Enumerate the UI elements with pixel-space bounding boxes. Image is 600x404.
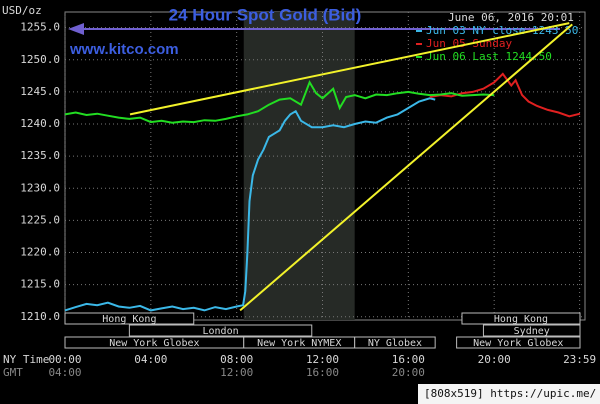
y-tick-label: 1220.0 [20,246,60,259]
x2-tick-label: 04:00 [48,366,81,379]
trend-line [129,22,570,116]
y-tick-label: 1255.0 [20,21,60,34]
y-tick-label: 1245.0 [20,85,60,98]
x-tick-label: 00:00 [48,353,81,366]
x-tick-label: 12:00 [306,353,339,366]
y-tick-label: 1225.0 [20,213,60,226]
y-tick-label: 1230.0 [20,181,60,194]
session-label: New York Globex [109,338,199,349]
session-bar [456,336,581,349]
x-tick-label: 16:00 [392,353,425,366]
series-line [64,97,436,312]
x-axis-label: NY Time [3,353,49,366]
timestamp: June 06, 2016 20:01 [448,11,574,24]
session-label: Sydney [514,326,550,337]
x-tick-label: 08:00 [220,353,253,366]
x-tick-label: 04:00 [134,353,167,366]
session-label: Hong Kong [102,314,156,325]
y-tick-label: 1215.0 [20,278,60,291]
watermark-box [418,384,600,404]
arrow-head [68,23,84,35]
watermark: [808x519] https://upic.me/ [424,387,596,400]
x2-axis-label: GMT [3,366,23,379]
plot-area: 1210.0 1215.0 1220.0 1225.0 1230.0 1235.0 1240… [20,11,596,379]
session-bar [128,324,313,337]
legend-label: Jun 06 Last 1244.50 [426,50,552,63]
session-label: NY Globex [368,338,422,349]
session-bar [354,336,436,349]
trend-line [239,23,573,312]
x2-tick-label: 12:00 [220,366,253,379]
session-label: New York Globex [473,338,563,349]
x-tick-label: 20:00 [478,353,511,366]
shaded-session [243,12,355,320]
session-label: New York NYMEX [257,338,341,349]
y-tick-label: 1250.0 [20,53,60,66]
session-bar [482,324,581,337]
session-bar [64,312,195,325]
session-label: Hong Kong [494,314,548,325]
y-axis-label: USD/oz [2,4,42,17]
chart-title: 24 Hour Spot Gold (Bid) [169,5,362,24]
x2-tick-label: 16:00 [306,366,339,379]
session-bar [461,312,581,325]
session-label: London [203,326,239,337]
y-tick-label: 1210.0 [20,310,60,323]
y-tick-label: 1235.0 [20,149,60,162]
legend-label: Jun 03 NY close 1243.50 [426,24,578,37]
source: www.kitco.com [69,41,179,58]
series-line [64,80,495,124]
x-tick-label: 23:59 [563,353,596,366]
y-tick-label: 1240.0 [20,117,60,130]
x2-tick-label: 20:00 [392,366,425,379]
